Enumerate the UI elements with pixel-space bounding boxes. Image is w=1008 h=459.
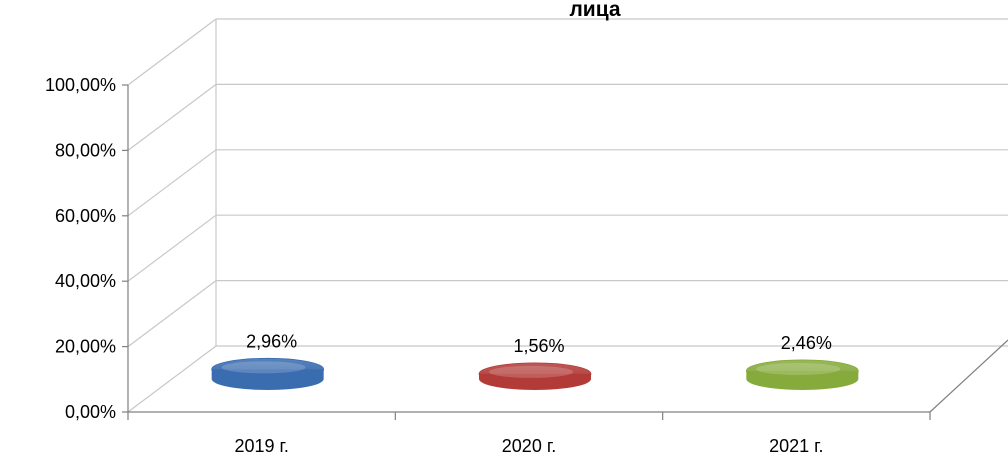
data-label-0: 2,96% bbox=[246, 331, 297, 351]
data-label-1: 1,56% bbox=[513, 336, 564, 356]
bars bbox=[211, 357, 859, 391]
y-tick-label-1: 20,00% bbox=[55, 337, 116, 357]
bar-0 bbox=[211, 357, 325, 381]
chart-title: лица bbox=[569, 0, 620, 21]
x-tick-label-2: 2021 г. bbox=[769, 436, 823, 456]
axes bbox=[122, 84, 931, 420]
y-tick-label-5: 100,00% bbox=[45, 75, 116, 95]
gridline-side-2 bbox=[127, 214, 217, 282]
bar-1 bbox=[478, 362, 592, 386]
y-tick-label-3: 60,00% bbox=[55, 206, 116, 226]
y-tick-label-2: 40,00% bbox=[55, 271, 116, 291]
bar-highlight-1 bbox=[489, 365, 573, 378]
y-tick-label-4: 80,00% bbox=[55, 140, 116, 160]
x-tick-label-0: 2019 г. bbox=[234, 436, 288, 456]
gridline-side-4 bbox=[127, 83, 217, 151]
y-tick-label-0: 0,00% bbox=[65, 402, 116, 422]
gridlines bbox=[127, 18, 1008, 413]
bar-highlight-2 bbox=[756, 362, 841, 375]
gridline-side-1 bbox=[127, 280, 217, 348]
labels: 0,00% 20,00% 40,00% 60,00% 80,00% 100,00% 2,96… bbox=[45, 75, 832, 456]
floor-right-edge bbox=[929, 339, 1008, 413]
data-label-2: 2,46% bbox=[781, 333, 832, 353]
gridline-side-0 bbox=[127, 345, 217, 413]
gridline-side-3 bbox=[127, 149, 217, 217]
x-tick-label-1: 2020 г. bbox=[502, 436, 556, 456]
bar-highlight-0 bbox=[221, 361, 306, 374]
gridline-side-5 bbox=[127, 18, 217, 86]
bar-2 bbox=[745, 359, 859, 383]
